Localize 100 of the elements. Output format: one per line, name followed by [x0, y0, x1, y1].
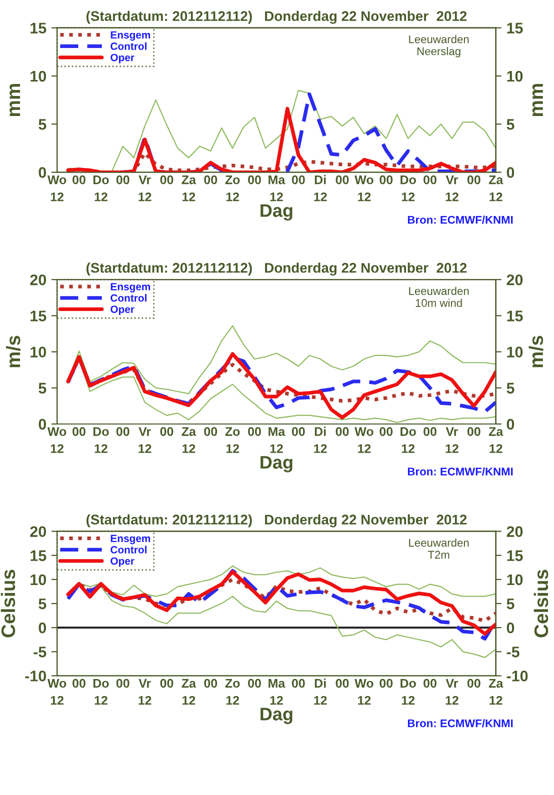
x-tick-label: 00 [204, 427, 218, 436]
x-tick-label: 00 [248, 678, 261, 688]
x-tick-label: Do 12 [400, 678, 416, 705]
legend-label: Control [110, 294, 146, 302]
annotation: Leeuwarden 10m wind [409, 286, 469, 307]
y2-tick-label: 5 [506, 598, 514, 610]
x-tick-label: Vr 12 [446, 427, 458, 453]
y2-tick-label: 10 [507, 70, 523, 82]
x-tick-label: Za 12 [182, 678, 196, 705]
legend-label: Oper [110, 306, 134, 315]
x-tick-label: 00 [116, 427, 130, 436]
x-tick-label: 00 [72, 175, 86, 184]
x-tick-label: Vr 12 [446, 678, 458, 705]
y-tick-label: 10 [30, 574, 46, 586]
x-tick-label: Di 12 [314, 426, 327, 453]
x-tick-label: 00 [336, 678, 349, 688]
x-tick-label: 00 [116, 678, 130, 688]
x-tick-label: Vr 12 [446, 175, 458, 202]
y2-axis-title: m/s [528, 336, 544, 368]
x-tick-label: 00 [160, 427, 174, 436]
x-tick-label: Wo 12 [47, 175, 66, 202]
x-tick-label: 00 [72, 678, 86, 688]
y-tick-label: 15 [30, 22, 46, 34]
y-axis-title: mm [10, 84, 20, 116]
x-tick-label: 00 [467, 175, 480, 184]
x-tick-label: Di 12 [314, 678, 327, 705]
x-tick-label: 00 [116, 175, 130, 184]
x-tick-label: Do 12 [400, 175, 416, 202]
legend-label: Control [110, 42, 146, 50]
x-tick-label: 00 [336, 427, 349, 436]
text: Bron: ECMWF/KNMI [408, 216, 513, 224]
y2-tick-label: 5 [506, 382, 514, 394]
y-tick-label: 10 [30, 70, 46, 82]
x-tick-label: 00 [380, 427, 393, 436]
x-tick-label: 00 [336, 175, 349, 184]
x-tick-label: Za 12 [488, 427, 504, 453]
y2-tick-label: 0 [506, 167, 514, 178]
y-tick-label: 5 [38, 382, 46, 394]
x-tick-label: 00 [248, 427, 261, 436]
x-tick-label: Za 12 [488, 678, 504, 705]
x-tick-label: Do 12 [93, 175, 109, 202]
x-tick-label: 00 [160, 678, 174, 688]
x-tick-label: Do 12 [93, 678, 109, 705]
y-tick-label: 15 [30, 550, 46, 562]
x-tick-label: Wo 12 [354, 175, 374, 202]
line-series [66, 106, 496, 172]
x-tick-label: Vr 12 [138, 427, 152, 453]
legend-label: Ensgem [110, 534, 150, 544]
x-tick-label: Wo 12 [47, 678, 66, 705]
x-tick-label: Za 12 [182, 175, 196, 202]
x-tick-label: Ma 12 [268, 427, 286, 453]
x-tick-label: 00 [467, 427, 480, 436]
y-tick-label: 20 [30, 274, 46, 286]
x-tick-label: 00 [248, 175, 261, 184]
y2-tick-label: 20 [506, 274, 523, 286]
y2-tick-label: 15 [507, 310, 523, 322]
y-tick-label: 10 [30, 346, 46, 358]
x-tick-label: Wo 12 [354, 678, 374, 705]
x-tick-label: 00 [160, 175, 174, 184]
x-axis-title: Dag [260, 456, 292, 472]
text: Bron: ECMWF/KNMI [408, 719, 513, 728]
x-tick-label: 00 [424, 427, 436, 436]
x-tick-label: Za 12 [182, 427, 196, 453]
y2-tick-label: 20 [506, 526, 523, 538]
text: Bron: ECMWF/KNMI [408, 467, 513, 476]
legend-label: Ensgem [110, 31, 150, 41]
x-axis-title: Dag [260, 708, 292, 724]
y-tick-label: 0 [38, 418, 46, 430]
x-tick-label: Do 12 [400, 427, 416, 453]
legend-label: Control [110, 546, 146, 554]
x-tick-label: Zo 12 [225, 678, 240, 705]
x-tick-label: 00 [72, 427, 86, 436]
y2-tick-label: 0 [506, 418, 514, 430]
y-tick-label: 5 [38, 119, 46, 130]
chart-title: (Startdatum: 2012112112) Donderdag 22 November 2012 [86, 10, 467, 24]
y2-tick-label: 15 [507, 550, 523, 562]
x-tick-label: 00 [424, 175, 436, 184]
x-tick-label: 00 [380, 678, 393, 688]
y-tick-label: -10 [25, 670, 46, 682]
x-tick-label: 00 [292, 427, 305, 436]
y2-tick-label: 10 [507, 574, 523, 586]
y-tick-label: 15 [30, 310, 46, 322]
x-tick-label: 00 [292, 678, 305, 688]
legend-label: Oper [110, 557, 134, 567]
annotation: Leeuwarden T2m [409, 538, 469, 559]
y2-tick-label: 0 [506, 622, 514, 634]
y2-tick-label: -5 [506, 646, 520, 658]
legend-label: Oper [110, 54, 134, 64]
y2-axis-title: Celsius [534, 570, 548, 638]
y2-tick-label: -10 [506, 670, 528, 682]
x-axis-title: Dag [260, 204, 292, 221]
legend-label: Ensgem [110, 283, 150, 292]
x-tick-label: Vr 12 [138, 175, 152, 202]
x-tick-label: 00 [204, 175, 218, 184]
x-tick-label: Vr 12 [138, 678, 152, 705]
x-tick-label: Za 12 [488, 175, 504, 202]
x-tick-label: Wo 12 [354, 427, 374, 453]
y-tick-label: 0 [38, 622, 46, 634]
y2-tick-label: 15 [507, 22, 523, 34]
x-tick-label: 00 [380, 175, 393, 184]
